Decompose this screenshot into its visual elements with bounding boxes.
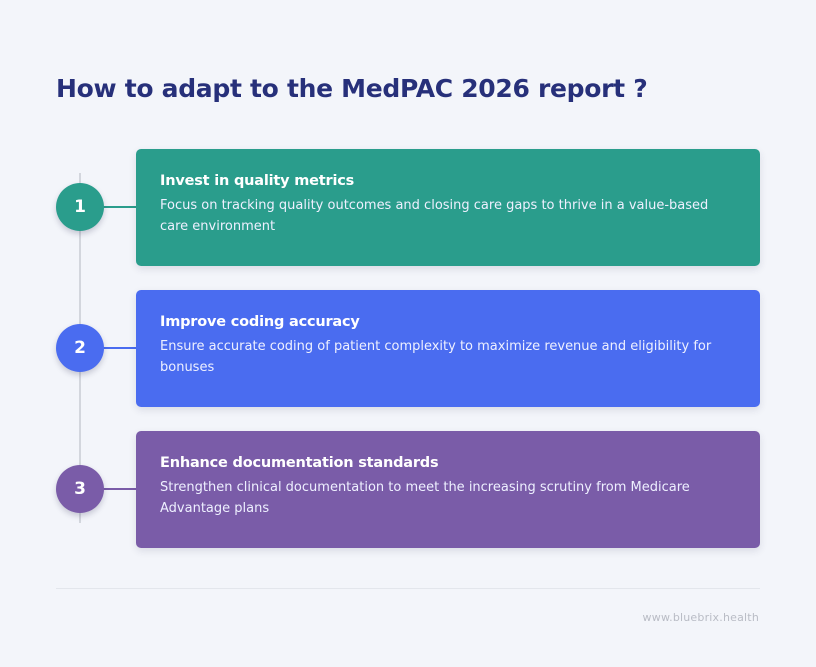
step-1: 1 Invest in quality metrics Focus on tra… [0, 149, 816, 266]
step-number-badge: 3 [56, 465, 104, 513]
step-card: Invest in quality metrics Focus on track… [136, 149, 760, 266]
page-title: How to adapt to the MedPAC 2026 report ? [56, 74, 648, 103]
step-description: Ensure accurate coding of patient comple… [160, 339, 712, 375]
step-connector [100, 347, 138, 349]
footer-divider [56, 588, 760, 589]
step-2: 2 Improve coding accuracy Ensure accurat… [0, 290, 816, 407]
step-number-badge: 1 [56, 183, 104, 231]
step-connector [100, 488, 138, 490]
step-3: 3 Enhance documentation standards Streng… [0, 431, 816, 548]
step-title: Improve coding accuracy [160, 314, 360, 330]
step-title: Invest in quality metrics [160, 173, 355, 189]
step-description: Strengthen clinical documentation to mee… [160, 480, 690, 516]
step-card: Enhance documentation standards Strength… [136, 431, 760, 548]
step-description: Focus on tracking quality outcomes and c… [160, 198, 709, 234]
step-card: Improve coding accuracy Ensure accurate … [136, 290, 760, 407]
footer-website-link[interactable]: www.bluebrix.health [642, 611, 759, 624]
step-title: Enhance documentation standards [160, 455, 439, 471]
step-number-badge: 2 [56, 324, 104, 372]
step-connector [100, 206, 138, 208]
